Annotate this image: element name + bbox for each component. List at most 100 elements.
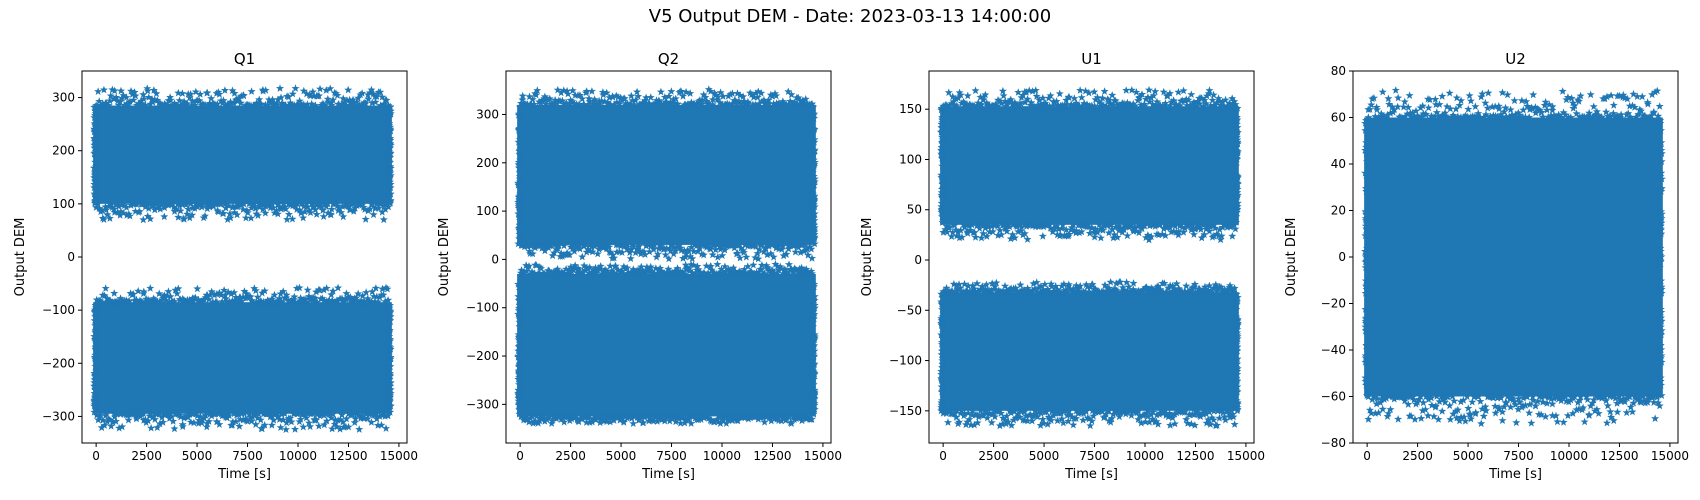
data-point xyxy=(539,241,547,250)
data-point xyxy=(528,267,537,276)
data-point xyxy=(1367,100,1376,109)
data-point xyxy=(1009,416,1018,424)
data-point xyxy=(207,287,216,296)
data-point xyxy=(258,205,267,213)
data-point xyxy=(1111,96,1120,105)
data-point xyxy=(1216,235,1225,244)
data-point xyxy=(514,390,523,399)
data-point xyxy=(245,410,254,418)
data-point xyxy=(90,135,99,143)
data-point xyxy=(514,292,523,300)
data-point xyxy=(1062,225,1071,234)
data-point xyxy=(1233,151,1241,160)
data-point xyxy=(1063,411,1072,419)
data-point xyxy=(1066,285,1075,293)
data-point xyxy=(355,425,364,433)
data-point xyxy=(295,206,304,214)
data-point xyxy=(1135,93,1144,101)
data-point xyxy=(1205,227,1214,235)
data-point xyxy=(515,145,524,154)
data-point xyxy=(687,419,696,427)
data-point xyxy=(1383,412,1392,420)
y-tick-label: 0 xyxy=(67,250,75,264)
x-axis-label: Time [s] xyxy=(1488,467,1542,482)
data-point xyxy=(1232,350,1241,359)
data-point xyxy=(952,225,960,234)
data-point xyxy=(305,292,313,300)
data-point xyxy=(220,286,229,294)
data-point xyxy=(643,267,652,276)
data-point xyxy=(170,99,179,107)
data-point xyxy=(791,100,800,109)
data-point xyxy=(1416,392,1425,400)
data-point xyxy=(322,416,331,425)
data-point xyxy=(938,312,947,321)
data-point xyxy=(1096,233,1105,242)
x-tick-label: 5000 xyxy=(1029,449,1060,463)
figure-suptitle: V5 Output DEM - Date: 2023-03-13 14:00:0… xyxy=(648,6,1052,27)
data-point xyxy=(386,125,395,134)
data-point xyxy=(1657,187,1666,195)
data-point xyxy=(559,250,568,259)
data-point xyxy=(957,406,966,415)
data-point xyxy=(517,266,526,274)
data-point xyxy=(1065,92,1073,101)
data-point xyxy=(605,242,614,251)
data-point xyxy=(810,209,819,218)
data-point xyxy=(1160,279,1169,287)
data-point xyxy=(349,98,358,106)
data-point xyxy=(666,412,675,420)
data-point xyxy=(1181,406,1190,415)
data-point xyxy=(386,141,395,149)
data-point xyxy=(798,96,807,104)
data-point xyxy=(374,297,382,306)
data-point xyxy=(808,99,816,108)
data-point xyxy=(288,214,297,223)
data-point xyxy=(197,418,206,427)
data-point xyxy=(1063,287,1072,296)
data-point xyxy=(352,97,361,106)
data-point xyxy=(175,411,184,419)
data-point xyxy=(1626,113,1635,121)
data-point xyxy=(176,412,185,421)
data-point xyxy=(568,244,577,253)
data-point xyxy=(525,92,534,101)
data-point xyxy=(1020,407,1029,416)
data-point xyxy=(1065,230,1073,238)
data-point xyxy=(938,293,947,301)
data-point xyxy=(1002,412,1011,420)
data-point xyxy=(320,420,329,429)
data-point xyxy=(1431,95,1440,103)
data-point xyxy=(1147,93,1156,102)
data-point xyxy=(217,200,226,208)
data-point xyxy=(809,363,818,371)
data-point xyxy=(989,409,998,417)
data-point xyxy=(574,417,583,426)
data-point xyxy=(970,420,979,429)
data-point xyxy=(367,85,376,94)
data-point xyxy=(309,201,318,210)
data-point xyxy=(528,95,537,103)
data-point xyxy=(1233,342,1242,351)
data-point xyxy=(1015,221,1024,230)
data-point xyxy=(1123,98,1132,107)
data-point xyxy=(1027,98,1036,106)
data-point xyxy=(809,296,818,304)
data-point xyxy=(110,86,119,95)
data-point xyxy=(1160,406,1169,415)
data-point xyxy=(1188,221,1197,229)
data-point xyxy=(137,97,146,105)
data-point xyxy=(382,424,390,432)
data-point xyxy=(155,289,164,298)
data-point xyxy=(185,213,194,222)
data-point xyxy=(1657,313,1665,322)
data-point xyxy=(339,417,347,426)
data-point xyxy=(1641,398,1650,407)
data-point xyxy=(1481,402,1490,411)
data-point xyxy=(619,262,628,271)
data-point xyxy=(1583,395,1592,403)
data-point xyxy=(1616,395,1625,404)
data-point xyxy=(578,94,587,103)
data-point xyxy=(1589,102,1598,111)
data-point xyxy=(287,296,296,305)
